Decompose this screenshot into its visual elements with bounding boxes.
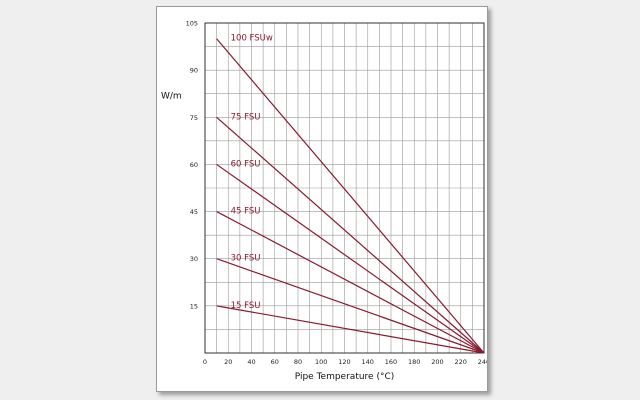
x-tick-label: 180	[408, 358, 420, 366]
x-tick-label: 60	[271, 358, 279, 366]
y-tick-label: 60	[190, 161, 198, 169]
chart-card: 0 20 40 60 80 100 120 140 160 180 200 220 240 15 30 45 6…	[156, 6, 488, 392]
y-axis-title: W/m	[161, 91, 182, 101]
series-line	[216, 211, 485, 354]
series-label: 15 FSU	[231, 301, 261, 311]
x-tick-label: 120	[338, 358, 350, 366]
chart-axes: 0 20 40 60 80 100 120 140 160 180 200 220 240 15 30 45 6…	[186, 20, 487, 367]
x-tick-label: 100	[315, 358, 327, 366]
series-line	[216, 163, 485, 354]
x-tick-label: 160	[385, 358, 397, 366]
series-line	[216, 305, 485, 354]
series-label: 100 FSUw	[231, 34, 273, 44]
x-tick-label: 40	[247, 358, 255, 366]
x-tick-label: 0	[203, 358, 207, 366]
x-tick-label: 240	[478, 358, 487, 366]
series-line	[216, 38, 485, 354]
y-tick-label: 90	[190, 67, 198, 75]
series-label: 60 FSU	[231, 159, 261, 169]
y-tick-label: 45	[190, 208, 198, 216]
series-label: 30 FSU	[231, 254, 261, 264]
plot-border	[204, 22, 485, 354]
series-line	[216, 116, 485, 354]
x-tick-label: 20	[224, 358, 232, 366]
y-tick-label: 105	[186, 20, 198, 28]
series-label: 45 FSU	[231, 207, 261, 217]
chart: 0 20 40 60 80 100 120 140 160 180 200 220 240 15 30 45 6…	[161, 20, 487, 383]
x-tick-label: 140	[362, 358, 374, 366]
y-tick-label: 15	[190, 302, 198, 310]
series-label: 75 FSU	[231, 112, 261, 122]
series-line	[216, 258, 485, 354]
x-axis-title: Pipe Temperature (°C)	[295, 372, 395, 382]
x-tick-label: 200	[431, 358, 443, 366]
y-tick-label: 30	[190, 255, 198, 263]
chart-series	[216, 38, 485, 354]
chart-labels: 100 FSUw 75 FSU 60 FSU 45 FSU 30 FSU 15 FSU	[231, 34, 273, 311]
x-tick-label: 220	[455, 358, 467, 366]
x-tick-label: 80	[294, 358, 302, 366]
y-tick-label: 75	[190, 114, 198, 122]
